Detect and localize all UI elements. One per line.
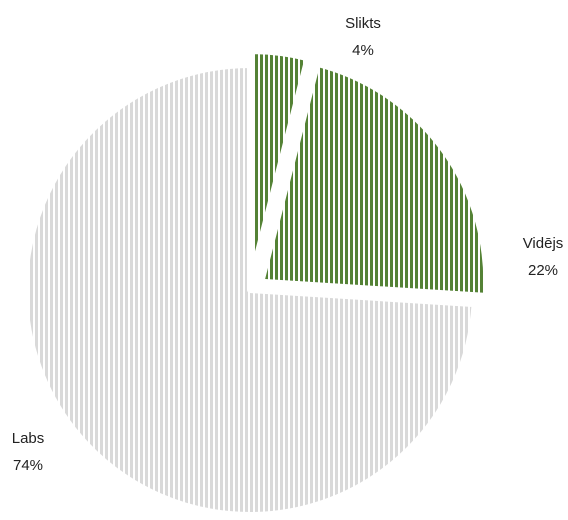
pie-slices — [22, 48, 490, 518]
slice-label-labs: Labs — [12, 430, 45, 447]
pie-slice-slikts — [248, 48, 311, 280]
slice-value-videjs: 22% — [528, 262, 558, 279]
label-videjs: Vidējs 22% — [523, 235, 564, 279]
pie-slice-videjs — [258, 60, 490, 299]
label-slikts: Slikts 4% — [345, 15, 381, 59]
slice-label-slikts: Slikts — [345, 15, 381, 32]
slice-label-videjs: Vidējs — [523, 235, 564, 252]
label-labs: Labs 74% — [12, 430, 45, 474]
slice-value-slikts: 4% — [352, 42, 374, 59]
slice-value-labs: 74% — [13, 457, 43, 474]
pie-slice-labs — [22, 62, 478, 518]
